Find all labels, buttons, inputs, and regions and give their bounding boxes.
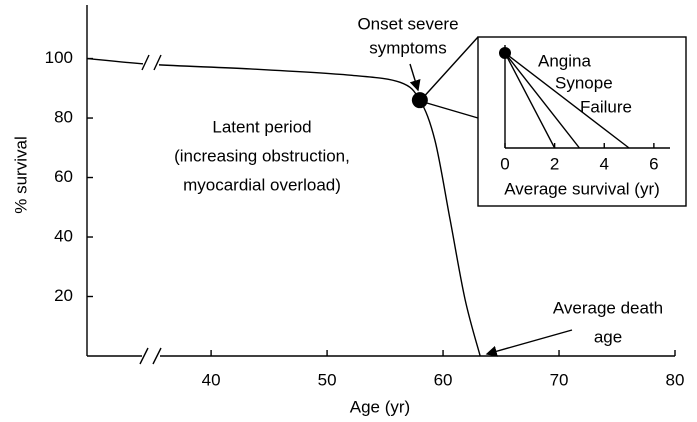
curve-break bbox=[153, 54, 162, 71]
y-tick-label: 80 bbox=[54, 108, 73, 127]
series-label: Failure bbox=[580, 97, 632, 116]
x-tick-label: 80 bbox=[666, 370, 685, 389]
curve-break bbox=[141, 54, 150, 71]
series-label: Angina bbox=[538, 51, 591, 70]
arrow bbox=[485, 329, 573, 357]
inset-box bbox=[477, 36, 687, 207]
annotation: age bbox=[594, 327, 622, 346]
survival-curve bbox=[86, 57, 481, 357]
axis-break bbox=[152, 347, 162, 365]
annotation: (increasing obstruction, bbox=[174, 146, 350, 165]
y-tick-label: 60 bbox=[54, 167, 73, 186]
axis-break bbox=[139, 347, 149, 365]
inset-x-label: Average survival (yr) bbox=[504, 179, 660, 198]
y-tick-label: 20 bbox=[54, 286, 73, 305]
y-axis-label: % survival bbox=[11, 136, 30, 213]
survival-line bbox=[504, 52, 580, 149]
y-tick-label: 40 bbox=[54, 227, 73, 246]
inset-x-tick-label: 0 bbox=[500, 154, 509, 173]
annotation: myocardial overload) bbox=[183, 175, 341, 194]
zoom-line bbox=[419, 100, 479, 119]
inset-x-tick-label: 6 bbox=[649, 154, 658, 173]
annotation: Latent period bbox=[212, 117, 311, 136]
inset-x-tick-label: 4 bbox=[600, 154, 609, 173]
onset-point bbox=[499, 47, 511, 59]
annotation: symptoms bbox=[369, 38, 446, 57]
x-tick-label: 60 bbox=[434, 370, 453, 389]
annotation: Average death bbox=[553, 298, 663, 317]
x-tick-label: 40 bbox=[202, 370, 221, 389]
inset-x-tick-label: 2 bbox=[550, 154, 559, 173]
zoom-line bbox=[419, 36, 479, 102]
survival-line bbox=[504, 52, 630, 149]
onset-point bbox=[411, 92, 428, 109]
y-tick-label: 100 bbox=[45, 48, 73, 67]
annotation: Onset severe bbox=[357, 14, 458, 33]
arrow bbox=[409, 63, 421, 92]
series-label: Synope bbox=[555, 73, 613, 92]
x-tick-label: 50 bbox=[318, 370, 337, 389]
x-axis-label: Age (yr) bbox=[350, 397, 410, 416]
x-tick-label: 70 bbox=[550, 370, 569, 389]
survival-line bbox=[504, 52, 556, 149]
